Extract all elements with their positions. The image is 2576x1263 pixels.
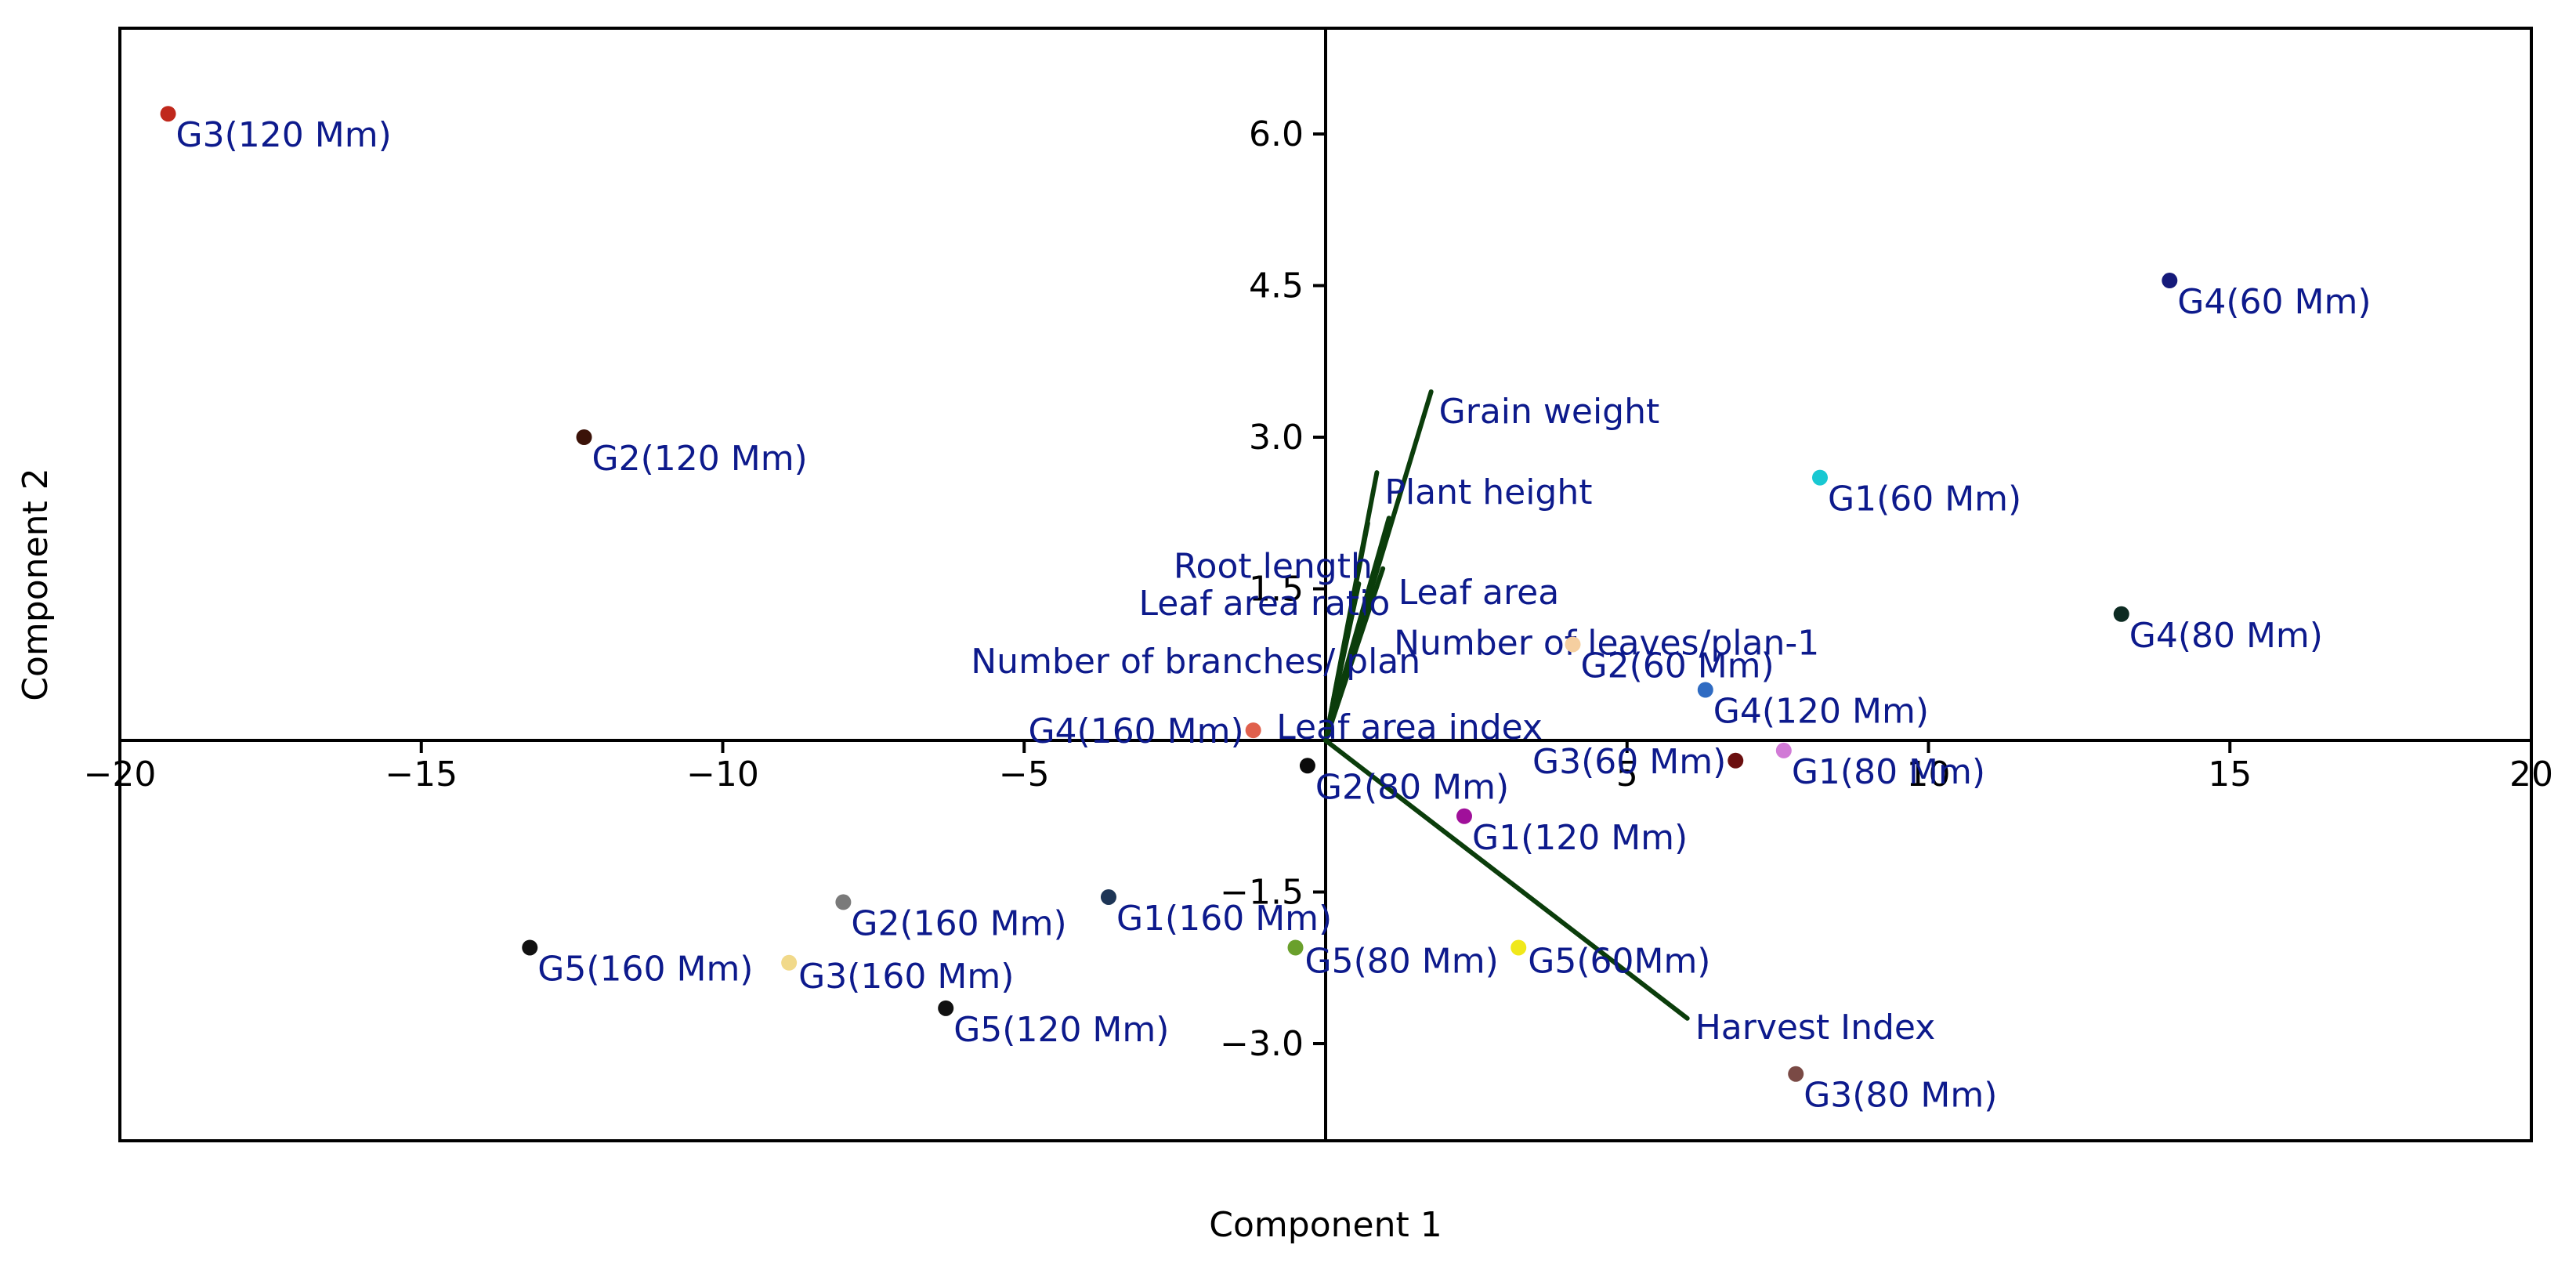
- loading-label: Grain weight: [1439, 392, 1660, 432]
- point-label: G2(80 Mm): [1315, 767, 1509, 807]
- x-tick-label: 10: [1907, 755, 1951, 794]
- x-tick-label: −15: [385, 755, 458, 794]
- y-tick-label: 1.5: [1249, 570, 1304, 610]
- point-label: G3(160 Mm): [798, 957, 1014, 997]
- y-tick-label: 6.0: [1249, 114, 1304, 154]
- score-point: [522, 939, 538, 956]
- point-label: G1(160 Mm): [1116, 899, 1332, 939]
- loading-vector: [1323, 692, 1344, 743]
- loading-label: Leaf area: [1398, 573, 1559, 613]
- score-point: [1775, 742, 1792, 758]
- point-label: G3(80 Mm): [1804, 1076, 1997, 1116]
- score-point: [781, 954, 798, 971]
- x-tick-label: 20: [2509, 755, 2553, 794]
- x-tick-label: −20: [84, 755, 157, 794]
- y-tick-label: 4.5: [1249, 266, 1304, 306]
- ticks: −20 −15 −10 −5 5 10 15 20 −3.0 −1.5 1.5 3.0 4.5 6.0: [84, 114, 2553, 1064]
- score-point: [1456, 808, 1472, 824]
- score-point: [1565, 636, 1581, 653]
- point-label: G4(160 Mm): [1028, 711, 1243, 751]
- y-tick-label: −3.0: [1220, 1024, 1304, 1064]
- score-point: [1728, 752, 1744, 769]
- point-label: G4(120 Mm): [1713, 692, 1929, 732]
- point-label: G4(60 Mm): [2177, 282, 2371, 322]
- score-point: [2162, 273, 2178, 289]
- score-point: [1100, 888, 1116, 905]
- loading-label: Leaf area ratio: [1139, 584, 1391, 624]
- loading-label: Plant height: [1384, 472, 1592, 512]
- score-point: [835, 894, 852, 910]
- score-point: [1511, 939, 1527, 956]
- score-point: [1245, 722, 1261, 739]
- loading-vector: [1323, 738, 1690, 1021]
- point-label: G5(160 Mm): [537, 949, 753, 989]
- point-label: G2(120 Mm): [592, 439, 808, 479]
- x-axis-title: Component 1: [1209, 1205, 1442, 1245]
- point-label: G1(80 Mm): [1792, 752, 1985, 792]
- x-tick-label: 15: [2208, 755, 2252, 794]
- score-point: [1697, 682, 1713, 698]
- point-label: G3(120 Mm): [176, 115, 392, 155]
- score-point: [938, 1000, 954, 1016]
- loading-label: Harvest Index: [1695, 1008, 1936, 1048]
- score-point: [2113, 606, 2129, 622]
- score-point: [160, 106, 176, 122]
- loading-label: Number of branches/ plan: [971, 642, 1420, 682]
- x-tick-label: 5: [1616, 755, 1638, 794]
- x-tick-label: −5: [999, 755, 1050, 794]
- loading-label: Leaf area index: [1276, 707, 1543, 747]
- score-point: [1788, 1066, 1804, 1082]
- loading-label: Root length: [1174, 547, 1373, 587]
- point-label: G4(80 Mm): [2129, 616, 2323, 656]
- score-points: G3(120 Mm) G2(120 Mm) G4(60 Mm) G1(60 Mm) G4…: [160, 106, 2372, 1116]
- y-axis-title: Component 2: [16, 468, 56, 700]
- loading-label: Number of leaves/plan-1: [1394, 624, 1819, 664]
- score-point: [1299, 758, 1315, 774]
- point-label: G2(60 Mm): [1580, 646, 1774, 686]
- score-point: [1811, 469, 1828, 486]
- point-label: G2(160 Mm): [851, 903, 1066, 943]
- y-tick-label: 3.0: [1249, 418, 1304, 458]
- point-label: G1(60 Mm): [1828, 480, 2021, 519]
- point-label: G5(80 Mm): [1305, 941, 1499, 981]
- point-label: G1(120 Mm): [1472, 818, 1688, 858]
- point-label: G5(60Mm): [1528, 941, 1710, 981]
- point-label: G3(60 Mm): [1532, 742, 1726, 782]
- point-label: G5(120 Mm): [953, 1010, 1169, 1050]
- y-tick-label: −1.5: [1220, 873, 1304, 913]
- score-point: [1287, 939, 1304, 956]
- score-point: [576, 429, 592, 445]
- x-tick-label: −10: [686, 755, 759, 794]
